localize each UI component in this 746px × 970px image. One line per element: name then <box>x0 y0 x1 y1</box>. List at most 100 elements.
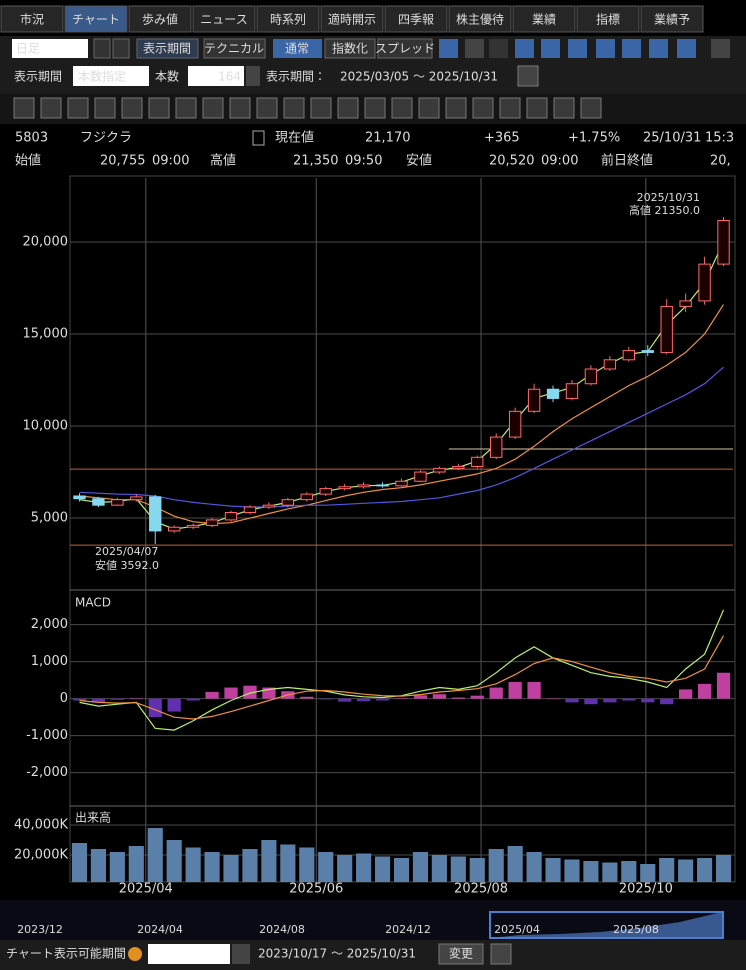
icon-zoom-out[interactable] <box>489 39 508 58</box>
tab[interactable] <box>576 5 640 33</box>
macd-histogram <box>110 698 124 700</box>
icon-zoom-in[interactable] <box>465 39 484 58</box>
icon-area[interactable] <box>649 39 668 58</box>
mode-index[interactable] <box>324 38 376 59</box>
tab[interactable] <box>256 5 320 33</box>
icon-info[interactable] <box>596 39 615 58</box>
tab[interactable] <box>128 5 192 33</box>
tab-label[interactable]: 業績予 <box>654 12 690 27</box>
tool[interactable] <box>418 97 440 119</box>
tab[interactable] <box>320 5 384 33</box>
tab[interactable] <box>192 5 256 33</box>
tab[interactable] <box>64 5 128 33</box>
tab[interactable] <box>0 5 64 33</box>
icon-yen[interactable] <box>568 39 587 58</box>
tool[interactable] <box>310 97 332 119</box>
tool[interactable] <box>580 97 602 119</box>
button-label[interactable]: テクニカル <box>204 42 264 56</box>
reset-range-button[interactable] <box>490 943 512 965</box>
tool[interactable] <box>121 97 143 119</box>
mode-spread[interactable] <box>377 38 433 59</box>
calendar-button[interactable] <box>232 944 250 964</box>
tab[interactable] <box>512 5 576 33</box>
tool[interactable] <box>472 97 494 119</box>
tab[interactable] <box>448 5 512 33</box>
tool[interactable] <box>148 97 170 119</box>
icon-my[interactable] <box>622 39 641 58</box>
reset-button[interactable] <box>517 65 539 87</box>
tab-label[interactable]: ニュース <box>200 13 247 27</box>
tab[interactable] <box>384 5 448 33</box>
period-mode-select[interactable] <box>73 66 149 86</box>
tool[interactable] <box>337 97 359 119</box>
ohlc-text: 高値 <box>210 153 236 169</box>
tab-label[interactable]: 四季報 <box>398 13 434 27</box>
icon-add[interactable] <box>439 39 458 58</box>
mode-normal[interactable] <box>273 39 322 58</box>
macd-histogram <box>338 698 352 702</box>
volume-bar <box>488 849 504 882</box>
tab-label[interactable]: 時系列 <box>270 13 306 27</box>
count-spinner[interactable] <box>246 66 260 86</box>
tab-label[interactable]: 市況 <box>20 12 44 27</box>
tool[interactable] <box>40 97 62 119</box>
candle-body <box>243 506 257 514</box>
footer-range: 2023/10/17 ～ 2025/10/31 <box>258 947 416 961</box>
candle-body <box>717 220 730 265</box>
date-input[interactable] <box>148 944 230 964</box>
period-button[interactable] <box>136 38 199 59</box>
icon-print[interactable] <box>711 39 730 58</box>
next-button[interactable] <box>112 38 130 59</box>
tool[interactable] <box>553 97 575 119</box>
icon-trend[interactable] <box>541 39 560 58</box>
candle-body <box>149 496 162 532</box>
tab-label[interactable]: 業績 <box>532 12 556 27</box>
interval-select[interactable] <box>12 39 88 58</box>
icon-draw[interactable] <box>515 39 534 58</box>
moving-average <box>79 366 724 508</box>
interval-value[interactable]: 日足 <box>16 42 40 56</box>
tab-label[interactable]: 株主優待 <box>456 12 504 27</box>
navigator-label: 2025/04 <box>494 923 540 936</box>
tool[interactable] <box>499 97 521 119</box>
button-label[interactable]: 表示期間 <box>143 42 191 56</box>
icon-settings[interactable] <box>677 39 696 58</box>
candle-body <box>603 359 617 370</box>
tool[interactable] <box>445 97 467 119</box>
volume-bar <box>128 846 144 882</box>
input-value[interactable]: 164 <box>218 70 241 84</box>
technical-button[interactable] <box>203 38 266 59</box>
select-value[interactable]: 本数指定 <box>78 69 126 84</box>
tool[interactable] <box>283 97 305 119</box>
tab-label[interactable]: 歩み値 <box>142 12 178 27</box>
tab-label[interactable]: 適時開示 <box>328 13 376 27</box>
button-label[interactable]: 変更 <box>449 946 473 961</box>
count-input[interactable] <box>188 66 244 86</box>
tool[interactable] <box>229 97 251 119</box>
volume-bar <box>223 855 239 882</box>
tool[interactable] <box>67 97 89 119</box>
mode-label[interactable]: スプレッド <box>375 42 435 56</box>
label: 表示期間 <box>14 70 62 84</box>
tab[interactable] <box>640 5 704 33</box>
mode-label[interactable]: 通常 <box>285 42 309 56</box>
quote-text: 25/10/31 <box>643 131 701 146</box>
ohlc-text: 安値 <box>406 153 432 169</box>
tool[interactable] <box>202 97 224 119</box>
tool[interactable] <box>364 97 386 119</box>
tool[interactable] <box>256 97 278 119</box>
tool[interactable] <box>13 97 35 119</box>
candle-body <box>130 496 143 501</box>
mode-label[interactable]: 指数化 <box>332 41 368 56</box>
tool[interactable] <box>391 97 413 119</box>
tool[interactable] <box>526 97 548 119</box>
tool[interactable] <box>175 97 197 119</box>
prev-button[interactable] <box>93 38 111 59</box>
tool[interactable] <box>94 97 116 119</box>
macd-histogram <box>679 689 693 699</box>
tab-label[interactable]: 指標 <box>596 12 620 27</box>
navigator-window[interactable] <box>489 911 724 939</box>
tab-label[interactable]: チャート <box>72 13 120 27</box>
change-button[interactable] <box>438 943 484 965</box>
